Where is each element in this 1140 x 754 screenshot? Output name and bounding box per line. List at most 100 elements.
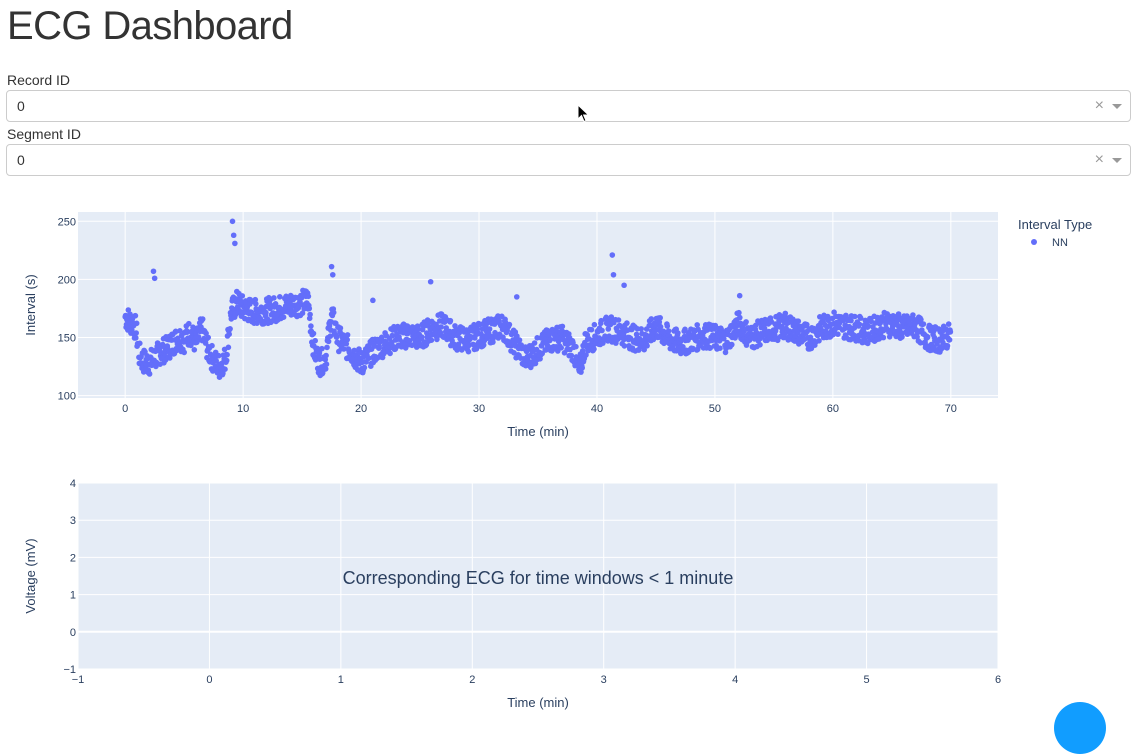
data-point[interactable] — [694, 322, 700, 328]
data-point[interactable] — [598, 317, 604, 324]
data-point[interactable] — [327, 333, 334, 340]
data-point[interactable] — [361, 364, 368, 371]
data-point[interactable] — [782, 310, 789, 317]
data-point[interactable] — [252, 296, 259, 303]
data-point[interactable] — [578, 369, 584, 375]
data-point[interactable] — [133, 335, 139, 341]
data-point[interactable] — [333, 334, 340, 340]
segment-id-clear-icon[interactable]: × — [1094, 151, 1104, 168]
data-point[interactable] — [323, 361, 330, 368]
data-point[interactable] — [486, 326, 493, 332]
data-point[interactable] — [795, 318, 802, 325]
data-point[interactable] — [570, 339, 576, 346]
data-point[interactable] — [635, 347, 642, 353]
data-point[interactable] — [188, 342, 194, 349]
data-point[interactable] — [583, 352, 589, 358]
data-point[interactable] — [172, 328, 179, 335]
data-point[interactable] — [133, 330, 139, 336]
data-point[interactable] — [591, 321, 598, 328]
data-point[interactable] — [272, 301, 279, 307]
data-point[interactable] — [664, 323, 671, 329]
record-id-chevron-down-icon[interactable] — [1112, 104, 1122, 109]
data-point[interactable] — [621, 343, 628, 349]
data-point[interactable] — [781, 331, 788, 337]
data-point[interactable] — [558, 345, 564, 351]
data-point[interactable] — [447, 317, 454, 324]
data-point[interactable] — [743, 319, 749, 325]
data-point[interactable] — [737, 314, 743, 321]
data-point[interactable] — [736, 309, 742, 316]
data-point[interactable] — [371, 343, 378, 349]
data-point[interactable] — [721, 335, 727, 342]
interval-scatter-chart[interactable]: 0 10 20 30 40 50 60 70 100 150 200 250 Time (min) Int… — [0, 0, 1140, 450]
data-point[interactable] — [146, 371, 153, 377]
data-point[interactable] — [656, 319, 663, 325]
data-point[interactable] — [209, 342, 215, 349]
record-id-clear-icon[interactable]: × — [1094, 97, 1104, 114]
data-point[interactable] — [305, 293, 312, 300]
floating-action-button[interactable] — [1054, 702, 1106, 754]
data-point[interactable] — [184, 329, 190, 336]
data-point[interactable] — [588, 326, 595, 333]
data-point[interactable] — [675, 330, 681, 336]
data-point[interactable] — [277, 294, 283, 300]
data-point[interactable] — [573, 343, 579, 350]
data-point[interactable] — [605, 326, 612, 332]
data-point[interactable] — [344, 332, 351, 338]
data-point[interactable] — [341, 346, 347, 352]
data-point[interactable] — [759, 333, 765, 340]
data-point[interactable] — [717, 345, 723, 352]
data-point[interactable] — [389, 332, 396, 339]
data-point[interactable] — [365, 355, 372, 362]
data-point[interactable] — [387, 350, 393, 357]
data-point[interactable] — [484, 335, 491, 342]
data-point[interactable] — [323, 352, 329, 359]
data-point[interactable] — [657, 315, 663, 321]
data-point[interactable] — [434, 336, 440, 343]
data-point[interactable] — [132, 312, 139, 319]
data-point[interactable] — [438, 324, 444, 330]
data-point[interactable] — [579, 365, 585, 371]
data-point[interactable] — [665, 328, 672, 334]
data-point[interactable] — [657, 324, 664, 330]
data-point[interactable] — [225, 344, 232, 351]
data-point[interactable] — [722, 349, 729, 356]
data-point[interactable] — [307, 311, 313, 318]
data-point[interactable] — [428, 337, 435, 344]
data-point[interactable] — [312, 337, 319, 344]
data-point[interactable] — [330, 309, 337, 316]
data-point[interactable] — [511, 350, 517, 356]
data-point[interactable] — [344, 336, 351, 343]
data-point[interactable] — [602, 333, 608, 340]
data-point[interactable] — [280, 314, 287, 321]
data-point[interactable] — [599, 327, 605, 334]
data-point[interactable] — [133, 320, 140, 327]
data-point[interactable] — [418, 334, 425, 340]
data-point[interactable] — [506, 321, 513, 328]
data-point[interactable] — [226, 331, 232, 338]
data-point[interactable] — [615, 317, 622, 323]
data-point[interactable] — [324, 344, 330, 351]
data-point[interactable] — [299, 310, 306, 317]
record-id-dropdown[interactable]: 0 × — [6, 90, 1131, 122]
data-point[interactable] — [181, 349, 187, 356]
data-point[interactable] — [205, 334, 211, 341]
data-point[interactable] — [215, 352, 222, 359]
data-point[interactable] — [644, 343, 650, 349]
data-point[interactable] — [466, 342, 472, 349]
data-point[interactable] — [271, 295, 277, 301]
data-point[interactable] — [351, 347, 358, 354]
data-point[interactable] — [682, 326, 688, 333]
data-point[interactable] — [424, 317, 431, 323]
data-point[interactable] — [322, 366, 329, 372]
data-point[interactable] — [490, 339, 496, 345]
data-point[interactable] — [222, 366, 228, 373]
segment-id-chevron-down-icon[interactable] — [1112, 158, 1122, 163]
data-point[interactable] — [406, 337, 413, 344]
data-point[interactable] — [757, 342, 763, 348]
data-point[interactable] — [591, 346, 597, 352]
data-point[interactable] — [314, 345, 321, 352]
data-point[interactable] — [648, 316, 655, 322]
nn-series[interactable] — [122, 218, 954, 381]
